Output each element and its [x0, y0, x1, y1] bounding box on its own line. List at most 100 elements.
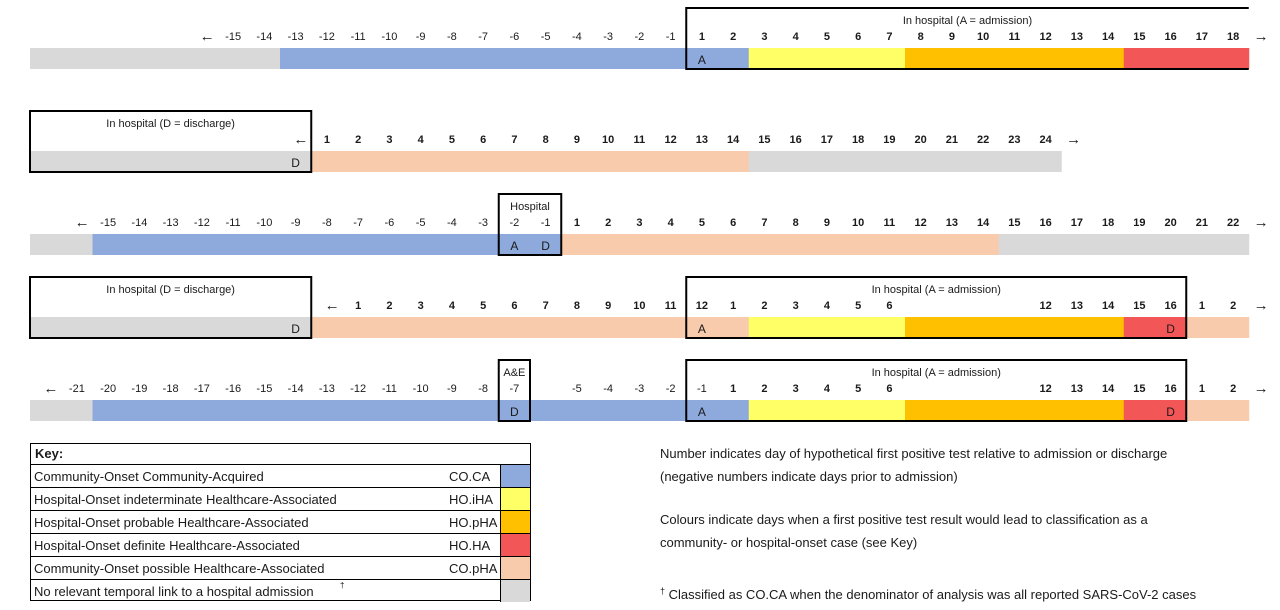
note-line-4: community- or hospital-onset case (see K… — [660, 535, 918, 550]
day-tick-label: 7 — [886, 31, 892, 43]
day-tick-label: 5 — [855, 383, 861, 395]
day-tick-label: 14 — [727, 134, 740, 146]
day-tick-label: 9 — [949, 31, 955, 43]
key-item-abbr: HO.iHA — [449, 492, 494, 507]
hospital-stay-box — [29, 276, 313, 339]
day-tick-label: 1 — [324, 134, 330, 146]
day-tick-label: 14 — [977, 217, 990, 229]
key-item-abbr: HO.pHA — [449, 515, 498, 530]
day-tick-label: -1 — [666, 31, 676, 43]
day-tick-label: 14 — [1102, 383, 1115, 395]
day-tick-label: 8 — [918, 31, 924, 43]
timeline-row: 1 2 3 4 5 6 7 8 9 10 11 12 1 2 3 4 5 6 12 13 14 15 16 1 2← →D A DIn… — [29, 276, 1269, 339]
bar-segment — [905, 400, 1125, 421]
day-tick-label: 7 — [511, 134, 517, 146]
bar-segment — [748, 48, 906, 69]
day-tick-label: -14 — [256, 31, 272, 43]
day-tick-label: 13 — [1071, 300, 1083, 312]
hospital-stay-label: In hospital (A = admission) — [872, 367, 1001, 379]
day-tick-label: 9 — [574, 134, 580, 146]
day-tick-label: -4 — [572, 31, 582, 43]
right-arrow-icon: → — [1254, 380, 1269, 397]
key-item-abbr: CO.pHA — [449, 561, 498, 576]
day-tick-label: 5 — [699, 217, 705, 229]
day-tick-label: 12 — [696, 300, 708, 312]
key-item: Community-Onset Community-Acquired CO.CA — [31, 464, 530, 487]
bar-segment — [1123, 400, 1187, 421]
bar-segment — [1123, 317, 1187, 338]
day-tick-label: 11 — [634, 134, 646, 146]
bar-segment — [311, 317, 687, 338]
day-tick-label: -2 — [666, 383, 676, 395]
day-tick-label: 4 — [449, 300, 456, 312]
bar-segment — [92, 400, 687, 421]
discharge-marker: D — [510, 405, 519, 419]
day-tick-label: 2 — [761, 383, 767, 395]
day-tick-label: 1 — [730, 383, 736, 395]
day-tick-label: 10 — [977, 31, 989, 43]
day-tick-label: 5 — [824, 31, 830, 43]
hospital-stay-label: In hospital (A = admission) — [872, 284, 1001, 296]
bar-segment — [748, 317, 906, 338]
day-tick-label: 10 — [602, 134, 614, 146]
day-tick-label: -2 — [509, 217, 519, 229]
bar-segment — [498, 234, 562, 255]
day-tick-label: -13 — [163, 217, 179, 229]
day-tick-label: 8 — [574, 300, 580, 312]
timeline-row: -15 -14 -13 -12 -11 -10 -9 -8 -7 -6 -5 -4 -3 -2 -1 1 2 3 4… — [30, 7, 1269, 70]
day-tick-label: -6 — [384, 217, 394, 229]
day-tick-label: 21 — [946, 134, 958, 146]
key-swatch — [500, 580, 530, 602]
day-tick-label: 5 — [855, 300, 861, 312]
day-tick-label: 8 — [543, 134, 549, 146]
bar-segment — [686, 48, 750, 69]
day-tick-label: 10 — [633, 300, 645, 312]
day-tick-label: 3 — [793, 383, 799, 395]
dagger-mark: † — [340, 581, 345, 590]
classification-timeline-diagram: -15 -14 -13 -12 -11 -10 -9 -8 -7 -6 -5 -4 -3 -2 -1 1 2 3 4… — [29, 7, 1269, 422]
key-swatch — [500, 511, 530, 533]
hospital-stay-box — [497, 359, 531, 422]
key-item: Community-Onset possible Healthcare-Asso… — [31, 556, 530, 579]
note-colours: Colours indicate days when a first posit… — [660, 508, 1148, 554]
day-tick-label: 22 — [1227, 217, 1239, 229]
day-tick-label: 15 — [1008, 217, 1020, 229]
right-arrow-icon: → — [1254, 297, 1269, 314]
bar-segment — [280, 48, 687, 69]
day-tick-label: 17 — [821, 134, 833, 146]
day-tick-label: 11 — [1009, 31, 1021, 43]
day-tick-label: 1 — [1199, 300, 1205, 312]
day-tick-label: 13 — [1071, 31, 1083, 43]
day-tick-label: 14 — [1102, 31, 1115, 43]
day-tick-label: -1 — [697, 383, 707, 395]
day-tick-label: 1 — [699, 31, 705, 43]
day-tick-label: -8 — [322, 217, 332, 229]
bar-segment — [1186, 317, 1250, 338]
day-tick-label: -18 — [163, 383, 179, 395]
day-tick-label: 12 — [1040, 300, 1052, 312]
day-tick-label: 8 — [793, 217, 799, 229]
key-item-label: Hospital-Onset probable Healthcare-Assoc… — [34, 515, 309, 530]
left-arrow-icon: ← — [43, 380, 58, 397]
key-item-abbr: HO.HA — [449, 538, 491, 553]
day-tick-label: -12 — [319, 31, 335, 43]
bar-segment — [30, 400, 93, 421]
discharge-marker: D — [291, 156, 300, 170]
note-line-1: Number indicates day of hypothetical fir… — [660, 446, 1168, 461]
day-tick-label: 5 — [449, 134, 455, 146]
day-tick-label: -12 — [194, 217, 210, 229]
day-tick-label: -13 — [288, 31, 304, 43]
day-tick-label: -7 — [353, 217, 363, 229]
day-tick-label: -9 — [291, 217, 301, 229]
key-swatch — [500, 557, 530, 579]
day-tick-label: -14 — [131, 217, 147, 229]
left-arrow-icon: ← — [75, 214, 90, 231]
day-tick-label: 17 — [1071, 217, 1083, 229]
hospital-stay-box — [685, 276, 1188, 339]
day-tick-label: 23 — [1008, 134, 1020, 146]
hospital-stay-label: In hospital (D = discharge) — [106, 118, 235, 130]
day-tick-label: 2 — [605, 217, 611, 229]
hospital-stay-label: In hospital (D = discharge) — [106, 284, 235, 296]
day-tick-label: -7 — [509, 383, 519, 395]
dagger-mark: † — [660, 586, 666, 596]
